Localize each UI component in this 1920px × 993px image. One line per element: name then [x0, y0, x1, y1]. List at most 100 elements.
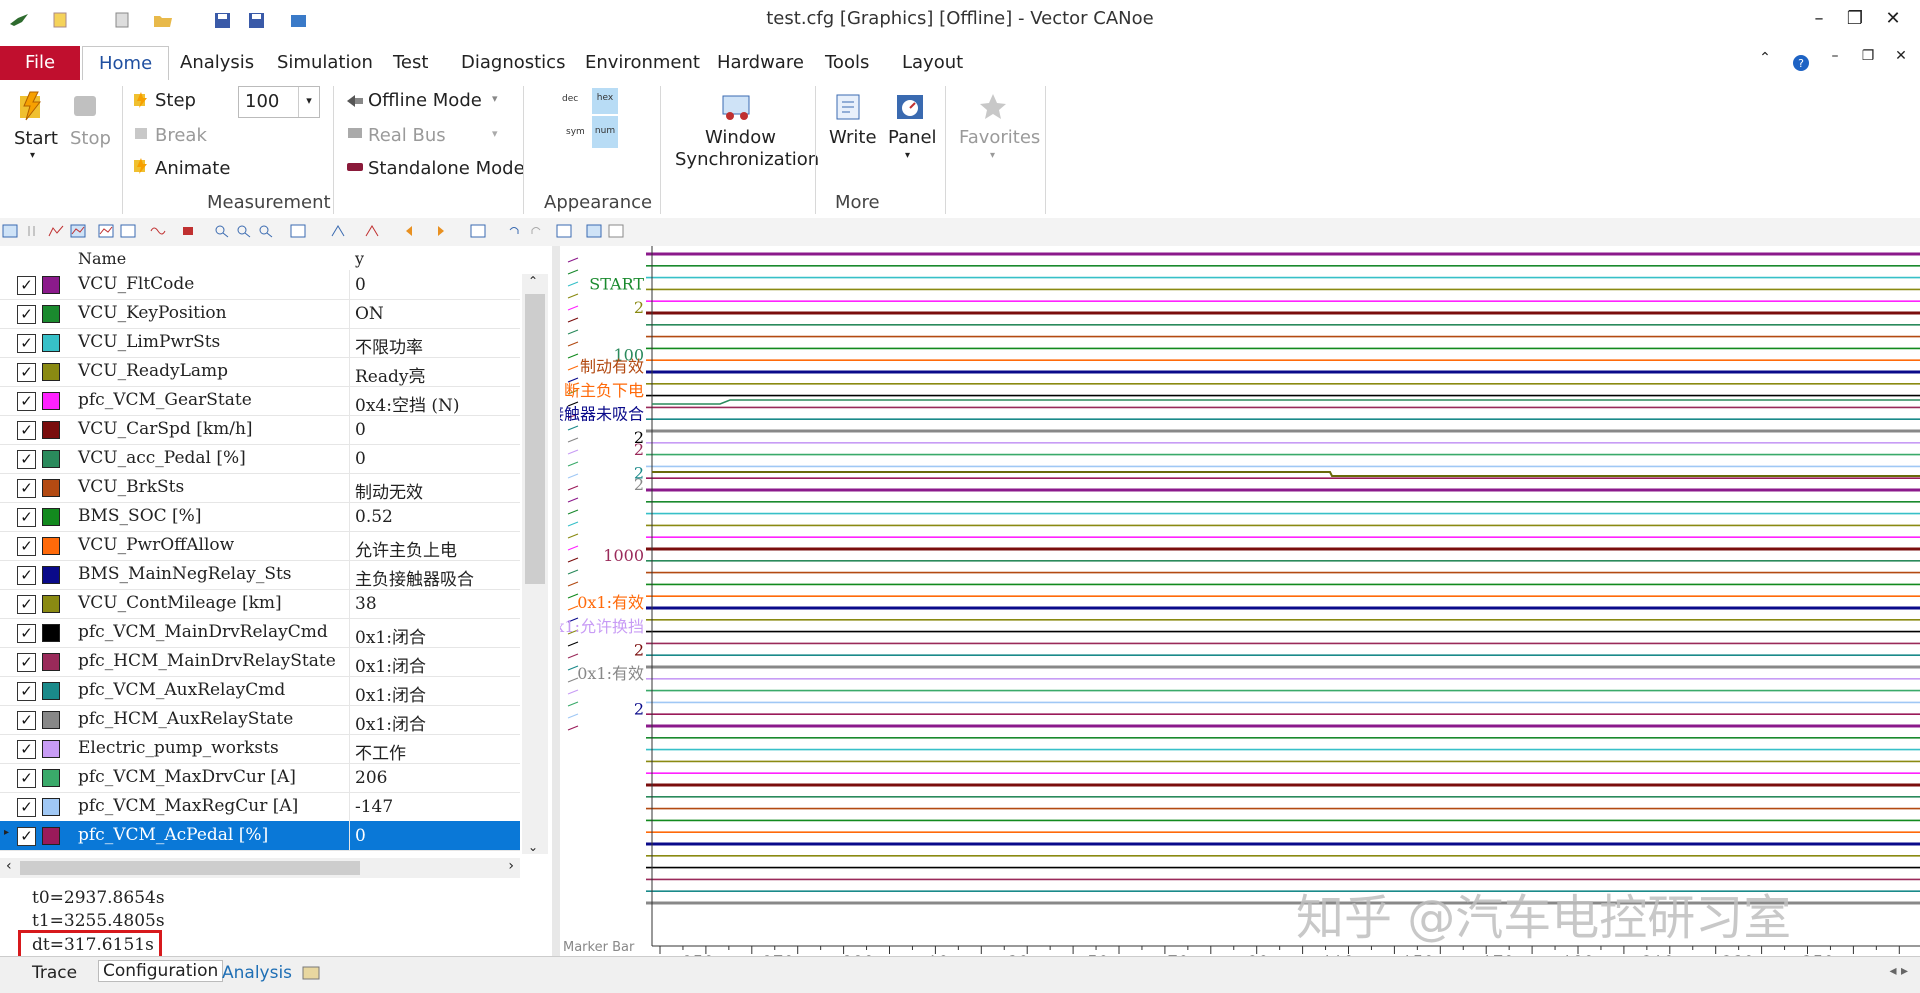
wave-icon[interactable]: [150, 224, 166, 238]
signal-row[interactable]: ✓ pfc_HCM_AuxRelayState 0x1:闭合: [0, 705, 520, 735]
inner-close-button[interactable]: ✕: [1895, 48, 1907, 64]
horizontal-scroll-thumb[interactable]: [20, 861, 360, 875]
graphics-window[interactable]: 9509709901030507090110150170190210230250…: [516, 246, 1920, 975]
tab-analysis-window[interactable]: Analysis: [222, 963, 293, 983]
prev-icon[interactable]: [402, 224, 418, 238]
signal-color-swatch[interactable]: [42, 363, 60, 381]
real-bus-dropdown-icon[interactable]: ▾: [492, 127, 498, 140]
tab-diagnostics[interactable]: Diagnostics: [461, 52, 566, 73]
signal-visible-checkbox[interactable]: ✓: [17, 479, 36, 498]
signal-color-swatch[interactable]: [42, 450, 60, 468]
minimize-button[interactable]: –: [1814, 8, 1824, 29]
signal-color-swatch[interactable]: [42, 392, 60, 410]
start-button[interactable]: Start: [14, 128, 58, 149]
signal-visible-checkbox[interactable]: ✓: [17, 392, 36, 411]
undo-icon[interactable]: [506, 224, 522, 238]
tab-hardware[interactable]: Hardware: [717, 52, 804, 73]
offline-mode-dropdown-icon[interactable]: ▾: [492, 92, 498, 105]
signal-row[interactable]: ✓ Electric_pump_worksts 不工作: [0, 734, 520, 764]
signal-color-swatch[interactable]: [42, 421, 60, 439]
window-sync-label-1[interactable]: Window: [705, 127, 776, 148]
signal-color-swatch[interactable]: [42, 624, 60, 642]
signal-row[interactable]: ✓ pfc_HCM_MainDrvRelayState 0x1:闭合: [0, 647, 520, 677]
signal-color-swatch[interactable]: [42, 537, 60, 555]
signal-visible-checkbox[interactable]: ✓: [17, 595, 36, 614]
signal-visible-checkbox[interactable]: ✓: [17, 769, 36, 788]
signal-row[interactable]: ✓ pfc_VCM_AuxRelayCmd 0x1:闭合: [0, 676, 520, 706]
signal-visible-checkbox[interactable]: ✓: [17, 421, 36, 440]
zoom-in-icon[interactable]: [214, 224, 230, 238]
scroll-up-icon[interactable]: ⌃: [528, 274, 539, 288]
signal-visible-checkbox[interactable]: ✓: [17, 653, 36, 672]
close-button[interactable]: ✕: [1885, 8, 1901, 29]
signal-visible-checkbox[interactable]: ✓: [17, 537, 36, 556]
signal-row[interactable]: ✓ VCU_KeyPosition ON: [0, 299, 520, 329]
signal-visible-checkbox[interactable]: ✓: [17, 363, 36, 382]
tab-file[interactable]: File: [0, 46, 80, 80]
signal-row[interactable]: ✓ VCU_FltCode 0: [0, 270, 520, 300]
inner-minimize-button[interactable]: –: [1831, 48, 1839, 64]
signal-row[interactable]: ✓ VCU_CarSpd [km/h] 0: [0, 415, 520, 445]
export-icon[interactable]: [556, 224, 572, 238]
signal-color-swatch[interactable]: [42, 595, 60, 613]
real-bus-button[interactable]: Real Bus: [368, 125, 446, 146]
panel-splitter[interactable]: [552, 246, 560, 956]
animate-button[interactable]: Animate: [155, 158, 231, 179]
marker-icon[interactable]: [364, 224, 380, 238]
zoom-out-icon[interactable]: [236, 224, 252, 238]
signal-color-swatch[interactable]: [42, 334, 60, 352]
signal-visible-checkbox[interactable]: ✓: [17, 450, 36, 469]
tab-tools[interactable]: Tools: [825, 52, 870, 73]
redo-icon[interactable]: [528, 224, 544, 238]
next-icon[interactable]: [432, 224, 448, 238]
signal-color-swatch[interactable]: [42, 566, 60, 584]
options-icon[interactable]: [608, 224, 624, 238]
signal-row[interactable]: ✓ VCU_PwrOffAllow 允许主负上电: [0, 531, 520, 561]
signal-visible-checkbox[interactable]: ✓: [17, 740, 36, 759]
signal-visible-checkbox[interactable]: ✓: [17, 334, 36, 353]
signal-visible-checkbox[interactable]: ✓: [17, 711, 36, 730]
signal-color-swatch[interactable]: [42, 769, 60, 787]
signal-color-swatch[interactable]: [42, 305, 60, 323]
tab-environment[interactable]: Environment: [585, 52, 700, 73]
scroll-down-icon[interactable]: ⌄: [528, 840, 539, 854]
signal-visible-checkbox[interactable]: ✓: [17, 566, 36, 585]
desktop-tab-icon[interactable]: [302, 965, 320, 981]
signal-color-swatch[interactable]: [42, 653, 60, 671]
signal-color-swatch[interactable]: [42, 682, 60, 700]
favorites-button[interactable]: Favorites: [959, 127, 1041, 148]
signal-row[interactable]: ✓ BMS_SOC [%] 0.52: [0, 502, 520, 532]
layout-icon[interactable]: [2, 224, 18, 238]
cursor-icon[interactable]: [330, 224, 346, 238]
restore-button[interactable]: ❐: [1846, 8, 1864, 29]
favorites-dropdown-icon[interactable]: ▾: [990, 150, 996, 161]
num-format-button[interactable]: num: [592, 116, 618, 148]
signal-row[interactable]: ✓ pfc_VCM_MaxDrvCur [A] 206: [0, 763, 520, 793]
grid-icon[interactable]: [26, 224, 42, 238]
scroll-right-icon[interactable]: ›: [508, 858, 514, 874]
vertical-scrollbar[interactable]: ⌃ ⌄: [522, 274, 548, 854]
sym-format-button[interactable]: sym: [566, 127, 585, 137]
fit-all-icon[interactable]: [70, 224, 86, 238]
write-button[interactable]: Write: [829, 127, 877, 148]
signal-visible-checkbox[interactable]: ✓: [17, 624, 36, 643]
signal-row[interactable]: ✓ pfc_VCM_MainDrvRelayCmd 0x1:闭合: [0, 618, 520, 648]
measure-icon[interactable]: [290, 224, 306, 238]
hex-format-button[interactable]: hex: [592, 88, 618, 114]
column-header-name[interactable]: Name: [78, 249, 127, 268]
zoom-signal-icon[interactable]: [48, 224, 64, 238]
start-dropdown-icon[interactable]: ▾: [30, 150, 36, 161]
save-all-icon[interactable]: [246, 10, 268, 30]
column-header-value[interactable]: y: [355, 249, 365, 268]
marker-bar[interactable]: Marker Bar: [563, 940, 635, 955]
scroll-left-icon[interactable]: ‹: [6, 858, 12, 874]
tab-trace[interactable]: Trace: [32, 963, 78, 983]
signal-visible-checkbox[interactable]: ✓: [17, 827, 36, 846]
signal-color-swatch[interactable]: [42, 798, 60, 816]
chart-icon[interactable]: [98, 224, 114, 238]
signal-color-swatch[interactable]: [42, 479, 60, 497]
signal-row[interactable]: ✓ pfc_VCM_GearState 0x4:空挡 (N): [0, 386, 520, 416]
step-count-select[interactable]: 100 ▾: [238, 86, 320, 118]
signal-color-swatch[interactable]: [42, 827, 60, 845]
horizontal-scrollbar[interactable]: ‹ ›: [0, 858, 520, 878]
